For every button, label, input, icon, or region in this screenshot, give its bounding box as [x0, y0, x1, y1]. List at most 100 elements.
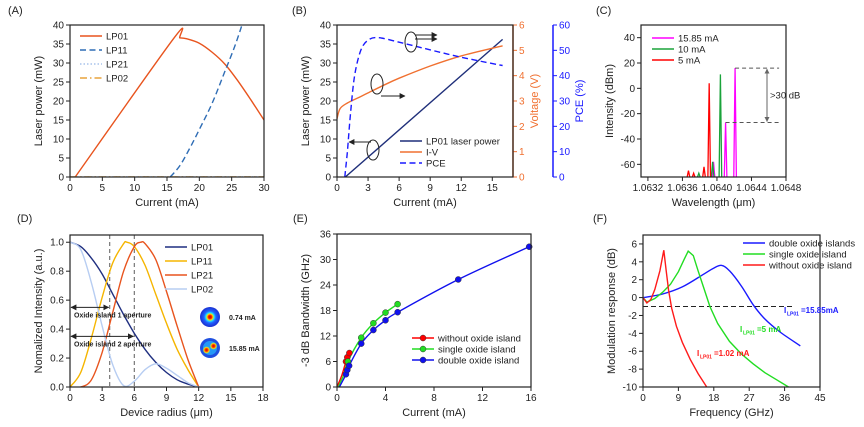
- x-tick-label: 45: [814, 393, 826, 404]
- mode-image-label: 15.85 mA: [229, 346, 260, 353]
- y-tick-label: 15: [320, 116, 332, 127]
- panel-label: (E): [293, 213, 308, 225]
- current-label-value: =1.02 mA: [714, 349, 750, 358]
- x-axis-label: Wavelength (μm): [672, 197, 756, 209]
- y2-tick-label: 2: [519, 122, 525, 133]
- y-tick-label: -10: [623, 383, 638, 394]
- plot-frame: [640, 24, 787, 178]
- x-axis-label: Device radius (μm): [120, 407, 213, 419]
- y-tick-label: 12: [320, 332, 332, 343]
- mode-image-lp01: [200, 307, 220, 327]
- x-tick-label: 18: [708, 393, 720, 404]
- y3-tick-label: 0: [559, 173, 565, 184]
- legend-entry: single oxide island: [438, 345, 516, 356]
- y-tick-label: 0.4: [50, 325, 64, 336]
- data-point: [345, 362, 353, 369]
- series-line: [643, 264, 801, 347]
- y-tick-label: 1.0: [50, 238, 64, 249]
- x-tick-label: 6: [396, 183, 402, 194]
- series-line: [70, 241, 199, 387]
- legend-entry: I-V: [426, 148, 439, 159]
- y3-tick-label: 40: [559, 71, 571, 82]
- x-tick-label: 27: [744, 393, 756, 404]
- mode-image-label: 0.74 mA: [229, 315, 256, 322]
- legend-entry: LP11: [106, 46, 127, 57]
- plot-frame: [336, 233, 532, 388]
- y2-tick-label: 6: [519, 21, 525, 32]
- y2-tick-label: 0: [519, 173, 525, 184]
- y-axis-label: Nomalized Intensity (a.u.): [33, 249, 45, 374]
- y-tick-label: 40: [624, 33, 636, 44]
- y-tick-label: 35: [320, 40, 332, 51]
- data-point: [370, 320, 377, 327]
- x-tick-label: 18: [257, 393, 269, 404]
- x-tick-label: 36: [779, 393, 791, 404]
- x-tick-label: 9: [427, 183, 433, 194]
- x-tick-label: 0: [334, 183, 340, 194]
- data-point: [394, 308, 401, 316]
- y-tick-label: -4: [628, 329, 637, 340]
- curve-ellipse: [404, 31, 418, 53]
- x-tick-label: 0: [67, 183, 73, 194]
- y-tick-label: -8: [628, 365, 637, 376]
- panel-label: (F): [593, 213, 607, 225]
- spectral-peak: [710, 161, 715, 177]
- y-axis-label: Intensity (dBm): [604, 64, 616, 138]
- y-tick-label: 0: [629, 84, 635, 95]
- x-tick-label: 1.0648: [771, 183, 802, 194]
- y-tick-label: 0.6: [50, 296, 64, 307]
- current-label-subscript: LP01: [787, 312, 799, 318]
- y-axis-label: Laser power (mW): [300, 56, 312, 146]
- legend: LP01 LP11 LP21 LP02: [80, 32, 128, 85]
- x-tick-label: 0: [640, 393, 646, 404]
- x-axis-label: Current (mA): [135, 197, 199, 209]
- y-tick-label: 0.0: [50, 383, 64, 394]
- legend-entry: LP01 laser power: [426, 137, 500, 148]
- panel-label: (A): [8, 5, 23, 17]
- spectral-peak: [723, 122, 728, 177]
- curve-ellipse: [366, 139, 380, 161]
- legend-entry: 10 mA: [678, 45, 706, 56]
- suppression-label: >30 dB: [770, 90, 800, 101]
- plot-area: [337, 36, 504, 177]
- aperture-label: Oxide island 2 aperture: [74, 341, 152, 348]
- legend-entry: PCE: [426, 159, 446, 170]
- x-tick-label: 25: [226, 183, 238, 194]
- x-tick-label: 15: [161, 183, 173, 194]
- x-tick-label: 12: [193, 393, 205, 404]
- data-point: [455, 276, 462, 283]
- x-tick-label: 1.0644: [736, 183, 767, 194]
- y-axis-label: Laser power (mW): [33, 56, 45, 146]
- x-tick-label: 15: [225, 393, 237, 404]
- x-tick-label: 20: [194, 183, 206, 194]
- y-axis-label: Modulation response (dB): [606, 248, 618, 374]
- y-tick-label: 10: [53, 135, 65, 146]
- x-tick-label: 9: [676, 393, 682, 404]
- legend-entry: LP02: [106, 74, 128, 85]
- x-axis-label: Frequency (GHz): [689, 407, 773, 419]
- plot-area: [70, 24, 264, 177]
- axis-indicators: [348, 31, 438, 161]
- curve-ellipse: [370, 73, 384, 95]
- x-tick-label: 10: [129, 183, 141, 194]
- chart-c: (C) 1.0632 1.0636 1.0640 1.0644 1.0648 -60 -40 -…: [596, 5, 802, 209]
- current-label-value: =5 mA: [757, 325, 781, 334]
- y-tick-label: -2: [628, 311, 637, 322]
- plot-frame: [69, 24, 265, 178]
- x-tick-label: 12: [477, 393, 489, 404]
- panel-label: (D): [17, 213, 32, 225]
- y2-tick-label: 1: [519, 147, 525, 158]
- data-point: [382, 309, 389, 316]
- y3-tick-label: 60: [559, 21, 571, 32]
- x-tick-label: 8: [431, 393, 437, 404]
- chart-a: (A) 0 5 10 15 20 25 30 0 5 10 15 20 25 30 35 40 Current (…: [8, 5, 270, 209]
- plot-frame: [69, 234, 264, 388]
- x-tick-label: 0: [334, 393, 340, 404]
- y-tick-label: 36: [320, 230, 332, 241]
- legend: LP01 LP11 LP21 LP02: [165, 243, 213, 296]
- series-line: [344, 38, 504, 177]
